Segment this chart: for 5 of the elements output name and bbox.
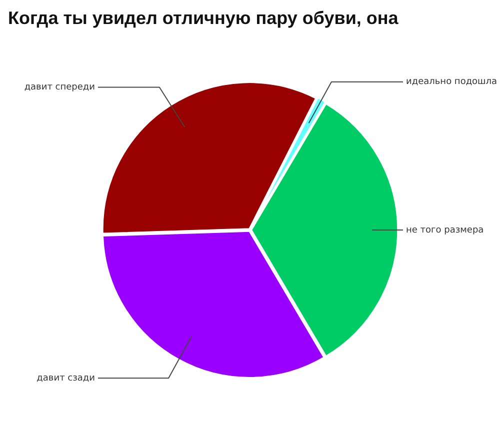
slice-label: не того размера (406, 225, 484, 236)
chart-title: Когда ты увидел отличную пару обуви, она (8, 8, 400, 28)
slice-label: давит сзади (36, 373, 96, 384)
slice-label: давит спереди (24, 82, 96, 93)
slice-label: идеально подошла (406, 77, 498, 88)
